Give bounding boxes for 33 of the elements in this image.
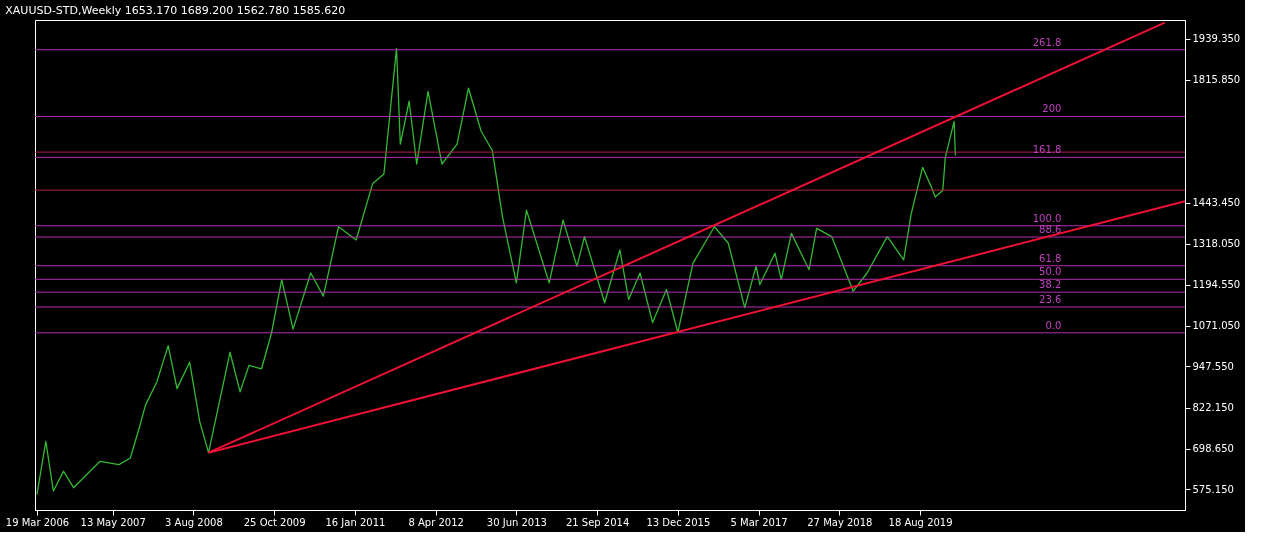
x-tick-label: 21 Sep 2014 xyxy=(565,516,630,528)
x-tick-label: 27 May 2018 xyxy=(807,516,873,528)
x-tick-label: 5 Mar 2017 xyxy=(730,516,788,528)
x-tick-label: 19 Mar 2006 xyxy=(5,516,70,528)
annotation: 61.8 xyxy=(1039,252,1062,264)
y-tick-label: 1318.050 xyxy=(1192,238,1241,250)
x-tick-label: 30 Jun 2013 xyxy=(486,516,547,528)
y-tick-label: 1194.550 xyxy=(1192,279,1241,291)
annotation: 50.0 xyxy=(1039,266,1062,278)
y-tick-label: 1443.450 xyxy=(1192,197,1241,209)
annotation: 0.0 xyxy=(1045,319,1062,331)
y-tick-label: 822.150 xyxy=(1192,402,1234,414)
y-tick-label: 575.150 xyxy=(1192,483,1234,495)
x-tick-label: 8 Apr 2012 xyxy=(408,516,464,528)
annotation: 161.8 xyxy=(1032,144,1062,156)
x-tick-label: 25 Oct 2009 xyxy=(243,516,306,528)
y-tick-label: 1939.350 xyxy=(1192,33,1241,45)
y-tick-label: 1815.850 xyxy=(1192,74,1241,85)
y-tick-label: 1071.050 xyxy=(1192,320,1241,332)
x-tick-label: 16 Jan 2011 xyxy=(325,516,386,528)
annotation: 261.8 xyxy=(1032,36,1062,48)
annotation: 200 xyxy=(1042,103,1062,115)
y-tick-label: 947.550 xyxy=(1192,360,1234,372)
x-tick-label: 13 May 2007 xyxy=(80,516,146,528)
annotation: 100.0 xyxy=(1032,212,1062,224)
annotation: 88.6 xyxy=(1039,224,1062,236)
x-tick-label: 18 Aug 2019 xyxy=(888,516,953,528)
annotation: 23.6 xyxy=(1039,294,1062,306)
annotation: 38.2 xyxy=(1039,279,1062,291)
chart-title: XAUUSD-STD,Weekly 1653.170 1689.200 1562.780 1585.620 xyxy=(5,4,346,17)
x-tick-label: 13 Dec 2015 xyxy=(646,516,711,528)
y-tick-label: 698.650 xyxy=(1192,443,1234,455)
x-tick-label: 3 Aug 2008 xyxy=(165,516,223,528)
